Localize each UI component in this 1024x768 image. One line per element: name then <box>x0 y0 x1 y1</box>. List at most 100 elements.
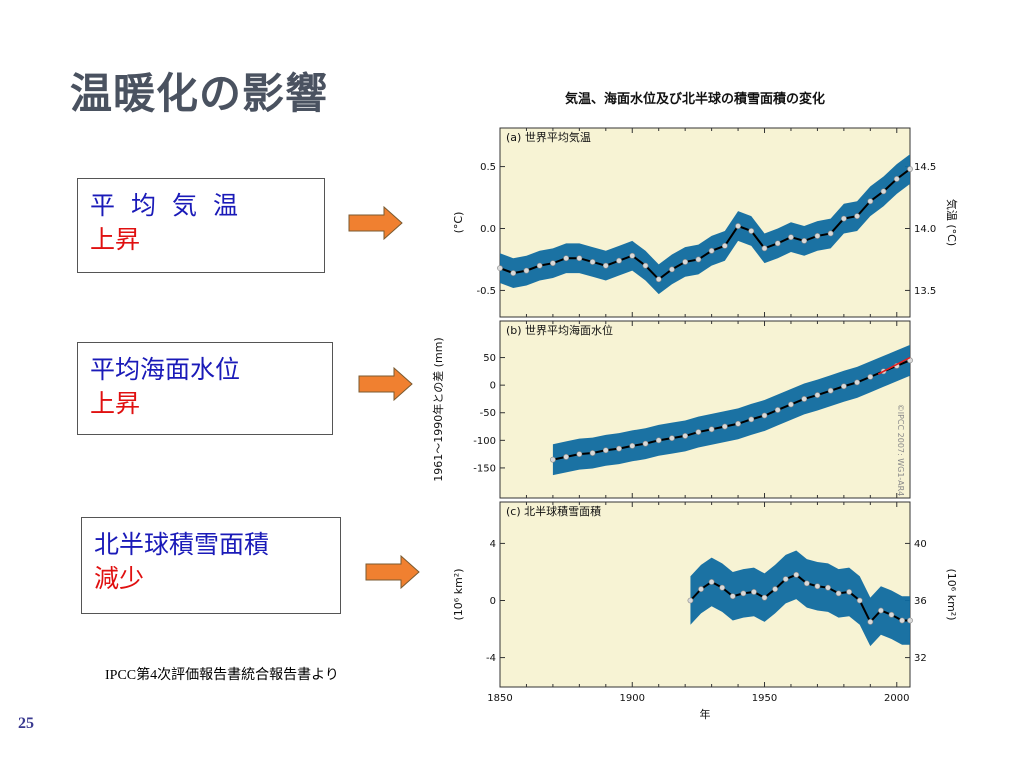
data-point <box>867 373 874 380</box>
data-point <box>854 213 860 220</box>
data-point <box>536 262 543 269</box>
data-point <box>788 401 794 408</box>
x-tick-label: 1850 <box>487 693 512 704</box>
data-point <box>803 580 810 587</box>
data-point <box>576 255 583 262</box>
data-point <box>589 450 596 456</box>
data-point <box>721 242 728 249</box>
x-tick-label: 1900 <box>620 693 645 704</box>
data-point <box>719 584 726 591</box>
data-point <box>642 440 649 447</box>
data-point <box>729 593 736 600</box>
snow-cover-label: 北半球積雪面積 <box>94 530 270 559</box>
data-point <box>878 607 884 614</box>
data-point <box>825 584 831 591</box>
x-axis-label: 年 <box>700 707 711 721</box>
data-point <box>682 259 689 265</box>
y-axis-label-right: 気温 (°C) <box>945 199 959 246</box>
data-point <box>788 234 794 241</box>
temperature-label: 平均気温 <box>90 191 255 220</box>
panel-title: (c) 北半球積雪面積 <box>506 504 601 518</box>
data-point <box>698 586 704 592</box>
data-point <box>867 619 874 625</box>
x-tick-label: 2000 <box>884 693 909 704</box>
y-tick-label: -4 <box>486 653 496 664</box>
panel-title: (b) 世界平均海面水位 <box>506 323 613 337</box>
series-line-recent <box>877 356 911 375</box>
data-point <box>708 247 715 254</box>
data-point <box>856 597 863 604</box>
temperature-box: 平均気温 上昇 <box>77 178 325 273</box>
data-point <box>682 433 689 439</box>
data-point <box>735 420 741 427</box>
slide-title: 温暖化の影響 <box>70 69 329 118</box>
uncertainty-band <box>500 154 910 295</box>
data-point <box>854 379 860 386</box>
y-tick-label: 36 <box>914 596 927 607</box>
copyright-watermark: ©IPCC 2007: WG1-AR4 <box>896 404 905 497</box>
data-point <box>801 396 808 402</box>
data-point <box>893 176 900 182</box>
page-number: 25 <box>18 715 34 732</box>
arrow-right-icon <box>365 555 420 589</box>
chart-panel-b: (b) 世界平均海面水位 50 0 -50 -100 -150 1961～1990年との差 … <box>431 320 913 499</box>
data-point <box>576 451 583 458</box>
uncertainty-band <box>690 550 910 647</box>
x-tick-label: 1950 <box>752 693 777 704</box>
data-point <box>867 198 874 205</box>
y-tick-label: -150 <box>473 463 496 474</box>
data-point <box>748 228 755 234</box>
data-point <box>761 245 768 252</box>
data-point <box>589 259 596 265</box>
data-point <box>840 215 847 222</box>
data-point <box>497 265 503 272</box>
data-point <box>772 586 778 592</box>
y-tick-label: -50 <box>480 408 496 419</box>
y-tick-label: 50 <box>483 353 496 364</box>
y-tick-label: 4 <box>490 539 496 550</box>
y-tick-label: 0.0 <box>480 224 496 235</box>
uncertainty-band <box>552 344 910 476</box>
data-point <box>751 589 757 595</box>
temperature-trend: 上昇 <box>90 225 141 254</box>
data-point <box>550 260 556 267</box>
data-point <box>655 276 662 283</box>
data-point <box>602 447 609 454</box>
data-point <box>748 416 755 423</box>
snow-cover-box: 北半球積雪面積 減少 <box>81 517 341 614</box>
data-point <box>814 233 821 239</box>
data-point <box>840 383 847 390</box>
arrow-right-icon <box>358 367 413 401</box>
data-point <box>708 579 715 585</box>
data-point <box>907 166 913 172</box>
data-point <box>782 576 789 582</box>
y-axis-label-right: (10⁶ km²) <box>945 569 958 621</box>
y-tick-label: 40 <box>914 539 927 550</box>
data-point <box>616 257 622 264</box>
chart-title: 気温、海面水位及び北半球の積雪面積の変化 <box>565 91 825 107</box>
data-point <box>629 442 636 449</box>
chart-panels: (a) 世界平均気温 0.5 0.0 -0.5 14.5 14.0 13.5 (°C) 気温 (… <box>431 127 959 721</box>
sea-level-trend: 上昇 <box>90 389 141 418</box>
y-tick-label: 0 <box>490 596 496 607</box>
snow-cover-trend: 減少 <box>94 564 145 593</box>
sea-level-label: 平均海面水位 <box>90 355 241 384</box>
y-tick-label: -100 <box>473 436 496 447</box>
data-point <box>550 456 556 463</box>
data-point <box>687 597 694 604</box>
data-point <box>563 453 570 460</box>
chart-panel-a: (a) 世界平均気温 0.5 0.0 -0.5 14.5 14.0 13.5 (°C) 気温 (… <box>452 127 959 318</box>
data-point <box>721 423 728 430</box>
climate-change-chart: 気温、海面水位及び北半球の積雪面積の変化 (a) 世界平均気温 0.5 0.0 -0.… <box>431 91 959 721</box>
data-point <box>774 407 781 413</box>
data-point <box>695 429 702 435</box>
series-line <box>552 359 911 461</box>
data-point <box>846 589 853 595</box>
y-axis-label: (10⁶ km²) <box>452 569 465 621</box>
data-point <box>761 412 768 419</box>
data-point <box>616 445 622 452</box>
y-tick-label: 14.5 <box>914 162 936 173</box>
data-point <box>695 256 702 263</box>
arrow-right-icon <box>348 206 403 240</box>
